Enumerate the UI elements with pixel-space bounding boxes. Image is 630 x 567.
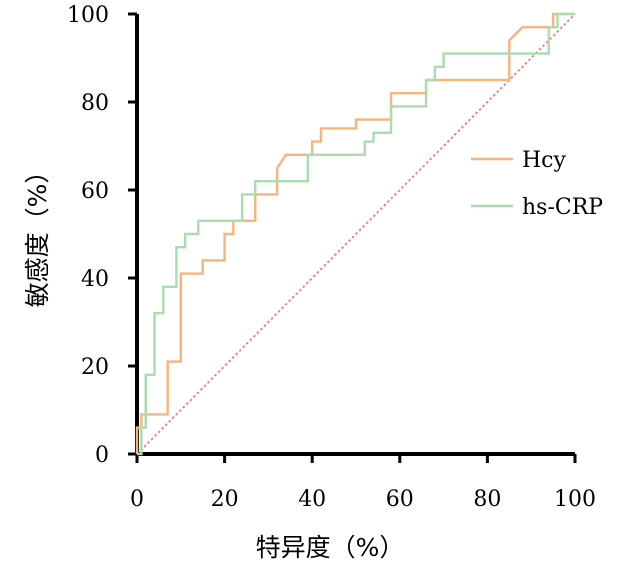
x-axis-tick-label: 60 — [386, 487, 414, 512]
y-axis-tick-label: 40 — [81, 267, 109, 292]
x-axis-tick-label: 80 — [473, 487, 501, 512]
legend-label-hcy: Hcy — [522, 148, 567, 173]
x-axis-tick-label: 100 — [554, 487, 596, 512]
plot-layer: 0 20 40 60 80 100 0 20 40 60 80 100 — [67, 3, 596, 512]
y-axis-tick-label: 60 — [81, 179, 109, 204]
x-axis-tick-label: 0 — [130, 487, 144, 512]
y-axis-title: 敏感度（%） — [23, 159, 52, 308]
x-axis-title: 特异度（%） — [256, 533, 405, 562]
roc-series-hcy — [135, 12, 575, 454]
roc-series-hscrp — [137, 12, 575, 456]
reference-diagonal-line — [136, 13, 576, 455]
legend-label-hscrp: hs-CRP — [522, 195, 603, 220]
y-axis-tick-label: 80 — [81, 91, 109, 116]
legend: Hcy hs-CRP — [471, 148, 603, 220]
y-axis-tick-label: 0 — [95, 443, 109, 468]
x-axis-tick-label: 20 — [211, 487, 239, 512]
y-axis-tick-label: 20 — [81, 355, 109, 380]
x-axis-tick-label: 40 — [298, 487, 326, 512]
y-axis-tick-label: 100 — [67, 3, 109, 28]
